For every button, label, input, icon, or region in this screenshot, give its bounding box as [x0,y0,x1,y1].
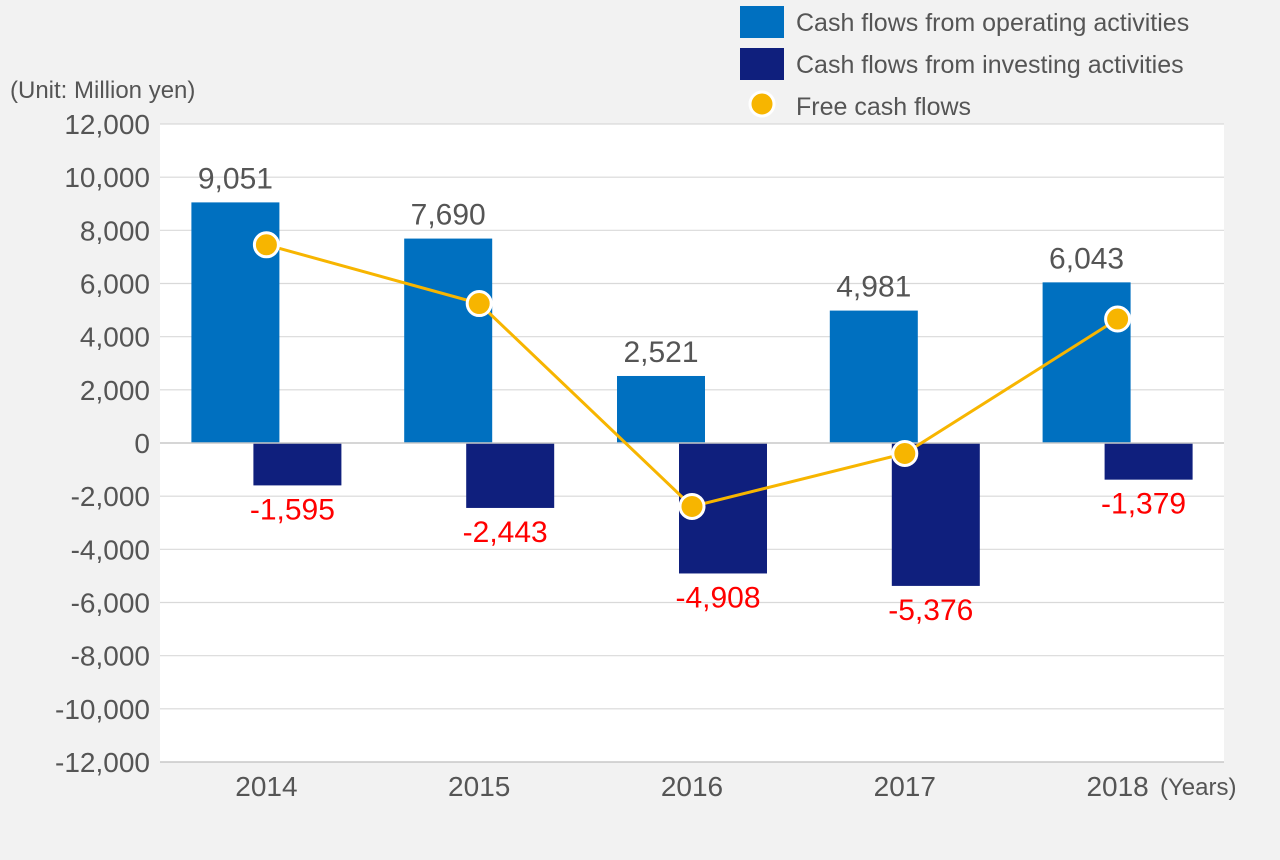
free-cash-flow-line [252,231,1132,520]
gridlines [160,123,1224,710]
x-axis: 2014 2015 2016 2017 2018 [160,761,1224,802]
y-tick-label: 10,000 [64,162,150,193]
y-tick-label: -10,000 [55,694,150,725]
legend-marker-free-cash [748,90,776,118]
y-tick-label: 2,000 [80,375,150,406]
legend-swatch-investing [740,48,784,80]
data-label-investing: -1,379 [1101,488,1186,521]
y-tick-label: -8,000 [71,641,150,672]
bar-investing [1104,443,1193,480]
y-tick-label: -12,000 [55,747,150,778]
y-tick-label: 12,000 [64,109,150,140]
data-label-operating: 7,690 [411,199,486,232]
free-cash-flow-point [678,492,706,520]
x-tick-label: 2014 [235,771,297,802]
y-tick-label: -2,000 [71,481,150,512]
bar-operating [404,238,493,443]
data-labels: 9,051 -1,595 7,690 -2,443 2,521 -4,908 4,981 -5… [198,162,1186,627]
data-label-operating: 9,051 [198,162,273,195]
data-label-investing: -1,595 [250,493,335,526]
free-cash-flow-point [465,290,493,318]
y-tick-label: 6,000 [80,269,150,300]
data-label-operating: 2,521 [623,336,698,369]
legend-label-operating: Cash flows from operating activities [796,9,1189,37]
legend-swatch-operating [740,6,784,38]
free-cash-flow-point [252,231,280,259]
x-tick-label: 2017 [874,771,936,802]
x-unit-label: (Years) [1160,774,1236,801]
y-tick-label: 0 [134,428,150,459]
data-label-investing: -4,908 [675,581,760,614]
data-label-operating: 6,043 [1049,242,1124,275]
data-label-operating: 4,981 [836,271,911,304]
x-tick-label: 2018 [1086,771,1148,802]
y-axis: 12,000 10,000 8,000 6,000 4,000 2,000 0 -2,000 -… [55,109,150,778]
y-tick-label: -4,000 [71,534,150,565]
legend-label-free-cash: Free cash flows [796,93,971,121]
legend: Cash flows from operating activities Cas… [740,6,1189,121]
bars [191,202,1193,586]
data-label-investing: -2,443 [463,516,548,549]
y-tick-label: -6,000 [71,588,150,619]
bar-operating [617,375,705,443]
unit-label: (Unit: Million yen) [10,77,195,104]
x-tick-label: 2015 [448,771,510,802]
y-tick-label: 8,000 [80,215,150,246]
data-label-investing: -5,376 [888,594,973,627]
x-tick-label: 2016 [661,771,723,802]
bar-operating [829,310,918,443]
free-cash-flow-point [1104,305,1132,333]
y-tick-label: 4,000 [80,322,150,353]
free-cash-flow-point [891,440,919,468]
bar-investing [466,443,555,508]
legend-label-investing: Cash flows from investing activities [796,51,1184,79]
bar-investing [253,443,342,486]
